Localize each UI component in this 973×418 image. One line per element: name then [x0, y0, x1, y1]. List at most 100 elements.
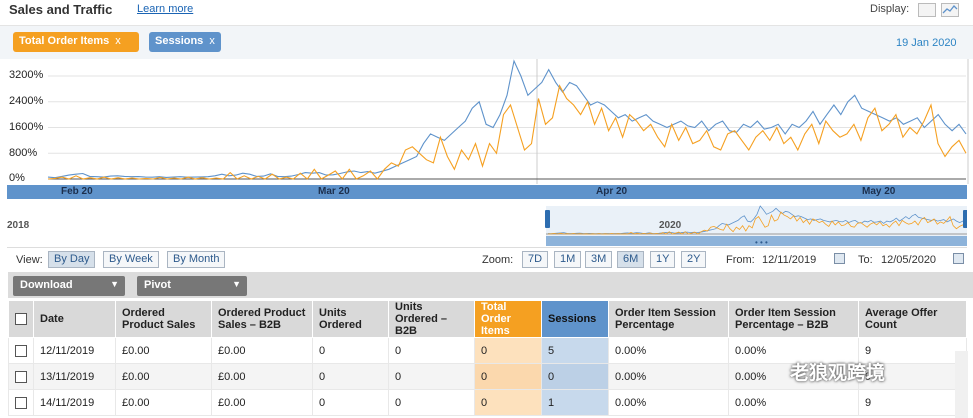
table-row: 14/11/2019 £0.00 £0.00 0 0 0 1 0.00% 0.0… — [8, 389, 967, 416]
navigator-scroll-thumb[interactable] — [546, 236, 967, 246]
table-cell: 0 — [388, 337, 475, 364]
table-cell: £0.00 — [115, 363, 212, 390]
view-label: View: — [16, 254, 43, 266]
y-tick-label: 3200% — [9, 69, 44, 81]
zoom-7d-button[interactable]: 7D — [522, 251, 549, 268]
table-scrollbar[interactable] — [955, 351, 968, 418]
table-row: 13/11/2019 £0.00 £0.00 0 0 0 0 0.00% 0.0… — [8, 363, 967, 390]
table-cell: 0.00% — [608, 389, 729, 416]
y-tick-label: 2400% — [9, 95, 44, 107]
view-by-week-button[interactable]: By Week — [103, 251, 159, 268]
table-cell: 0 — [388, 389, 475, 416]
header-bar: Sales and Traffic Learn more Display: — [0, 0, 973, 26]
table-cell: 0 — [312, 363, 389, 390]
column-header[interactable]: Date — [33, 300, 116, 338]
close-icon[interactable]: x — [209, 35, 215, 47]
row-checkbox[interactable] — [15, 370, 27, 383]
line-chart — [47, 59, 969, 184]
table-cell: £0.00 — [115, 389, 212, 416]
chip-label: Sessions — [155, 35, 204, 47]
row-select-cell[interactable] — [8, 389, 34, 416]
row-select-cell[interactable] — [8, 363, 34, 390]
chevron-down-icon: ▼ — [232, 279, 241, 289]
main-chart[interactable] — [0, 59, 973, 190]
navigator-handle[interactable] — [545, 210, 550, 228]
column-header[interactable]: Units Ordered — [312, 300, 389, 338]
table-cell: 0 — [312, 389, 389, 416]
table-cell: 5 — [541, 337, 609, 364]
navigator-year-label: 2020 — [659, 220, 682, 231]
date-label: 19 Jan 2020 — [896, 37, 957, 49]
table-cell: 0.00% — [728, 337, 859, 364]
x-tick-label: May 20 — [862, 186, 896, 197]
series-line-total-order-items — [47, 84, 967, 180]
column-header[interactable]: Total Order Items — [474, 300, 542, 338]
zoom-1y-button[interactable]: 1Y — [650, 251, 676, 268]
to-label: To: — [858, 254, 873, 266]
table-cell: 0 — [541, 363, 609, 390]
column-header[interactable]: Sessions — [541, 300, 609, 338]
zoom-6m-button[interactable]: 6M — [617, 251, 645, 268]
table-cell: 12/11/2019 — [33, 337, 116, 364]
navigator-handle[interactable] — [963, 210, 968, 228]
column-header[interactable]: Average Offer Count — [858, 300, 967, 338]
table-cell: 0 — [474, 363, 542, 390]
table-cell: 0.00% — [728, 389, 859, 416]
table-cell: 9 — [858, 363, 967, 390]
chart-line-icon — [942, 5, 958, 14]
table-cell: £0.00 — [211, 389, 313, 416]
range-navigator[interactable]: • • • 2018 2020 — [7, 200, 968, 248]
zoom-1m-button[interactable]: 1M — [554, 251, 582, 268]
column-header[interactable]: Units Ordered – B2B — [388, 300, 475, 338]
row-select-cell[interactable] — [8, 337, 34, 364]
chip-sessions[interactable]: Sessions x — [149, 32, 221, 52]
table-cell: 13/11/2019 — [33, 363, 116, 390]
table-cell: £0.00 — [211, 337, 313, 364]
download-label: Download — [20, 279, 73, 291]
x-tick-label: Mar 20 — [318, 186, 350, 197]
watermark: 老狼观跨境 — [790, 363, 886, 384]
table-view-icon[interactable] — [918, 3, 936, 17]
navigator-chart: • • • — [545, 205, 968, 247]
column-header[interactable]: Order Item Session Percentage — [608, 300, 729, 338]
chip-total-order-items[interactable]: Total Order Items x — [13, 32, 139, 52]
learn-more-link[interactable]: Learn more — [137, 3, 194, 15]
table-cell: 0 — [474, 337, 542, 364]
select-all-cell[interactable] — [8, 300, 34, 338]
calendar-icon[interactable] — [834, 253, 845, 264]
drag-grip-icon[interactable]: • • • — [755, 238, 768, 247]
column-header[interactable]: Ordered Product Sales – B2B — [211, 300, 313, 338]
close-icon[interactable]: x — [115, 35, 121, 47]
table-cell: £0.00 — [115, 337, 212, 364]
navigator-selection[interactable] — [546, 206, 967, 236]
calendar-icon[interactable] — [953, 253, 964, 264]
row-checkbox[interactable] — [15, 344, 27, 357]
download-dropdown[interactable]: Download ▼ — [13, 276, 125, 296]
page-title: Sales and Traffic — [9, 2, 113, 17]
zoom-3m-button[interactable]: 3M — [585, 251, 613, 268]
table-cell: 0.00% — [728, 363, 859, 390]
metric-chips-bar: Total Order Items x Sessions x 19 Jan 2020 — [0, 26, 973, 59]
column-header[interactable]: Ordered Product Sales — [115, 300, 212, 338]
view-by-day-button[interactable]: By Day — [48, 251, 96, 268]
column-header[interactable]: Order Item Session Percentage – B2B — [728, 300, 859, 338]
x-tick-label: Feb 20 — [61, 186, 93, 197]
table-cell: 0.00% — [608, 337, 729, 364]
select-all-checkbox[interactable] — [15, 313, 27, 326]
chart-view-icon[interactable] — [941, 3, 959, 17]
pivot-dropdown[interactable]: Pivot ▼ — [137, 276, 247, 296]
y-tick-label: 1600% — [9, 121, 44, 133]
row-checkbox[interactable] — [15, 396, 27, 409]
from-date-input[interactable]: 12/11/2019 — [762, 254, 817, 266]
pivot-label: Pivot — [144, 279, 171, 291]
table-header-row: Date Ordered Product Sales Ordered Produ… — [8, 300, 967, 338]
view-by-month-button[interactable]: By Month — [167, 251, 226, 268]
zoom-2y-button[interactable]: 2Y — [681, 251, 707, 268]
from-label: From: — [726, 254, 755, 266]
table-row: 12/11/2019 £0.00 £0.00 0 0 0 5 0.00% 0.0… — [8, 337, 967, 364]
zoom-label: Zoom: — [482, 254, 514, 266]
y-tick-label: 0% — [9, 172, 25, 184]
to-date-input[interactable]: 12/05/2020 — [881, 254, 937, 266]
chip-label: Total Order Items — [19, 35, 110, 47]
